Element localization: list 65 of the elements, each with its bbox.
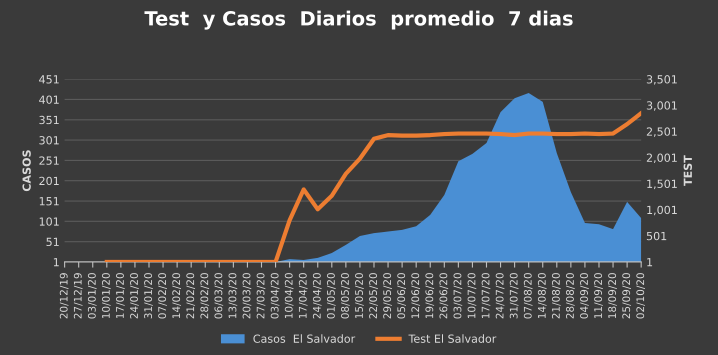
x-tick-label: 13/03/20 xyxy=(228,273,238,318)
x-tick-label: 20/03/20 xyxy=(242,273,252,318)
x-tick-label: 14/08/20 xyxy=(538,273,547,318)
chart-title: Test y Casos Diarios promedio 7 dias xyxy=(144,10,573,30)
x-tick-label: 19/06/20 xyxy=(425,273,434,318)
x-tick-label: 12/06/20 xyxy=(411,273,420,318)
x-tick-label: 06/03/20 xyxy=(214,273,224,319)
y2-tick-label: 1,001 xyxy=(647,206,677,216)
x-tick-label: 21/08/20 xyxy=(552,273,561,318)
x-tick-label: 21/02/20 xyxy=(186,273,196,318)
x-tick-label: 14/02/20 xyxy=(172,273,181,318)
x-tick-label: 17/07/20 xyxy=(482,273,490,318)
x-tick-label: 31/01/20 xyxy=(144,273,153,318)
y2-tick-label: 1,501 xyxy=(647,180,677,190)
x-tick-label: 10/04/20 xyxy=(284,273,294,318)
x-tick-label: 20/12/19 xyxy=(60,273,68,318)
x-tick-label: 04/09/20 xyxy=(580,273,589,319)
x-tick-label: 24/01/20 xyxy=(130,273,139,318)
legend-label: Test El Salvador xyxy=(408,334,496,343)
y-tick-label: 151 xyxy=(40,197,59,206)
x-tick-label: 08/05/20 xyxy=(341,273,350,319)
x-tick-label: 22/05/20 xyxy=(369,273,378,318)
y2-tick-label: 2,001 xyxy=(646,153,677,164)
y-tick-label: 1 xyxy=(54,258,59,266)
x-tick-label: 15/05/20 xyxy=(355,273,364,318)
x-tick-label: 07/02/20 xyxy=(158,273,167,319)
y2-tick-label: 2,501 xyxy=(646,127,677,137)
y-tick-label: 301 xyxy=(39,136,59,144)
x-tick-label: 27/03/20 xyxy=(256,273,266,318)
x-tick-label: 07/08/20 xyxy=(524,273,533,319)
x-tick-label: 17/04/20 xyxy=(298,273,308,318)
y2-tick-label: 3,501 xyxy=(646,75,677,85)
y-tick-label: 451 xyxy=(39,75,59,84)
x-tick-label: 26/06/20 xyxy=(439,273,448,318)
x-tick-label: 01/05/20 xyxy=(326,273,336,319)
y-tick-label: 401 xyxy=(39,95,59,104)
x-tick-label: 28/08/20 xyxy=(566,273,575,318)
x-tick-label: 10/01/20 xyxy=(102,273,111,318)
x-tick-label: 29/05/20 xyxy=(383,273,392,318)
y-tick-label: 51 xyxy=(46,238,59,246)
legend-label: Casos El Salvador xyxy=(253,334,356,343)
y2-axis-title: TEST xyxy=(684,155,692,186)
x-tick-label: 03/01/20 xyxy=(88,273,97,319)
y2-tick-label: 3,001 xyxy=(646,101,677,111)
x-tick-label: 27/12/19 xyxy=(74,273,83,318)
x-tick-label: 02/10/20 xyxy=(636,273,646,319)
x-tick-label: 24/04/20 xyxy=(312,273,322,318)
y-tick-label: 351 xyxy=(39,116,59,124)
y-tick-label: 251 xyxy=(39,156,59,165)
x-tick-label: 03/04/20 xyxy=(270,273,280,319)
x-tick-label: 03/07/20 xyxy=(454,273,462,319)
x-tick-label: 05/06/20 xyxy=(397,273,406,319)
y-tick-label: 101 xyxy=(40,217,59,226)
x-tick-label: 17/01/20 xyxy=(116,273,125,318)
x-tick-label: 25/09/20 xyxy=(622,273,631,318)
x-tick-label: 24/07/20 xyxy=(496,273,504,318)
x-tick-label: 31/07/20 xyxy=(510,273,518,318)
x-tick-label: 10/07/20 xyxy=(468,273,476,318)
x-tick-label: 11/09/20 xyxy=(594,273,603,318)
x-tick-label: 28/02/20 xyxy=(200,273,210,318)
y-axis-title: CASOS xyxy=(22,150,31,192)
y-tick-label: 201 xyxy=(39,176,59,186)
y2-tick-label: 1 xyxy=(647,258,652,266)
y2-tick-label: 501 xyxy=(646,232,666,240)
x-tick-label: 18/09/20 xyxy=(608,273,617,318)
